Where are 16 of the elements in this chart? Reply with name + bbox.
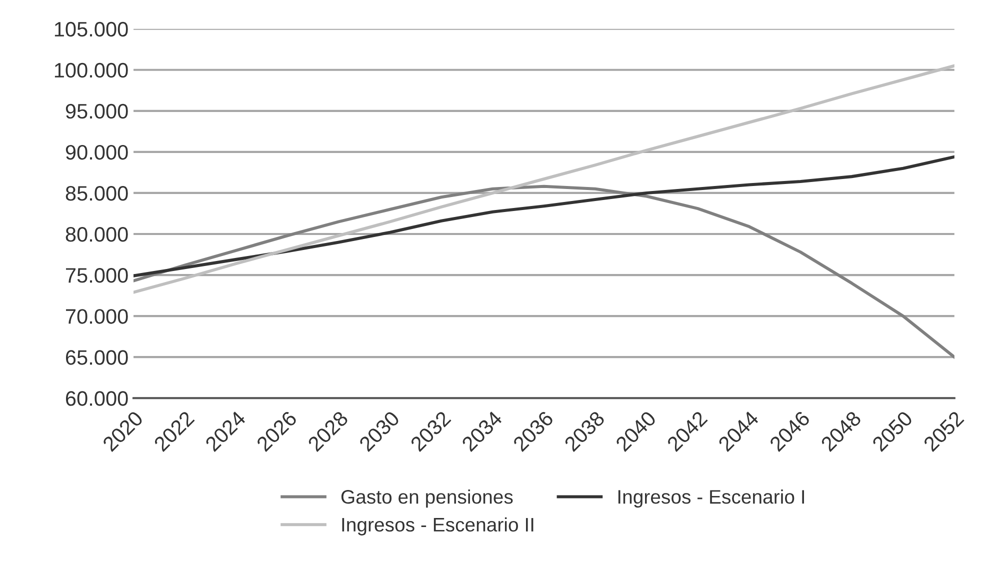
y-tick-label: 60.000 xyxy=(66,391,128,406)
line-series xyxy=(134,155,954,278)
y-tick-label: 95.000 xyxy=(66,104,128,119)
legend-label: Ingresos - Escenario I xyxy=(618,489,804,508)
y-tick-label: 90.000 xyxy=(66,144,128,160)
y-tick-label: 85.000 xyxy=(66,186,128,201)
line-series xyxy=(134,64,954,294)
y-tick-label: 105.000 xyxy=(54,22,128,37)
y-tick-label: 65.000 xyxy=(66,350,128,365)
legend-label: Gasto en pensiones xyxy=(341,489,513,508)
y-tick-label: 70.000 xyxy=(66,309,128,324)
y-tick-label: 75.000 xyxy=(66,268,128,283)
y-tick-label: 80.000 xyxy=(66,227,128,242)
legend-label: Ingresos - Escenario II xyxy=(342,517,534,536)
y-tick-label: 100.000 xyxy=(54,62,128,78)
line-series xyxy=(134,184,954,359)
